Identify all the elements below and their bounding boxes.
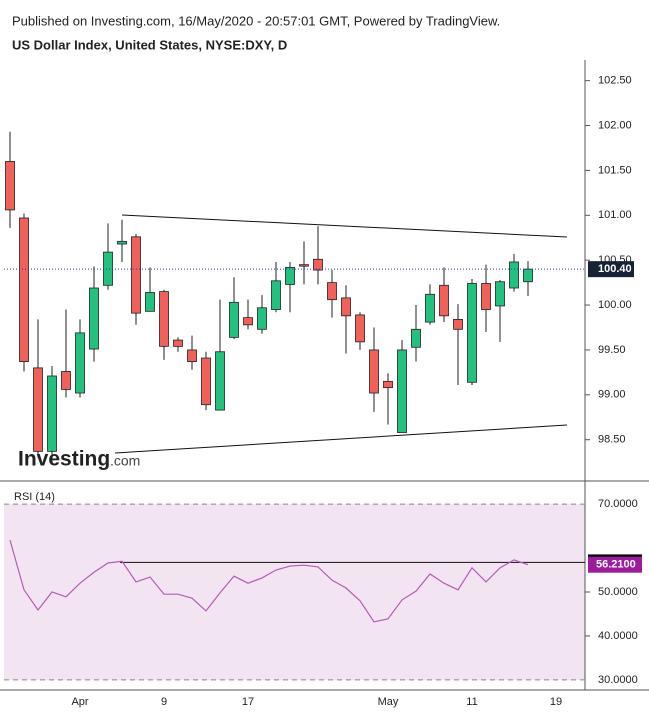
x-tick-label: Apr [71,696,88,708]
candle-body [495,281,505,307]
candle-body [173,339,183,347]
y-tick-label: 101.50 [598,164,632,176]
candle-body [327,282,337,301]
candle-body [369,349,379,394]
candle-body [47,375,57,452]
x-tick-label: 9 [161,696,167,708]
candle-body [313,258,323,271]
logo-suffix: .com [110,453,140,469]
y-tick-label: 30.0000 [598,674,638,686]
candle-body [285,266,295,285]
y-tick-label: 100.00 [598,299,632,311]
candle-body [5,161,15,211]
logo: Investing [18,448,110,471]
candle-body [257,307,267,330]
candle-body [481,283,491,310]
candle-body [89,287,99,350]
rsi-line [9,539,529,623]
candle-body [131,236,141,314]
y-tick-label: 99.00 [598,389,626,401]
candle-body [383,380,393,389]
candle-body [509,261,519,289]
trend-line [114,424,568,454]
x-tick-label: 11 [466,696,477,708]
y-tick-label: 102.50 [598,75,632,87]
candle-body [467,283,477,383]
y-tick-label: 50.0000 [598,586,638,598]
candle-body [117,240,127,245]
candle-body [19,217,29,363]
candle-body [201,357,211,406]
x-tick-label: 17 [242,696,254,708]
candle-body [61,371,71,390]
candle-body [271,280,281,310]
candle-body [299,264,309,267]
candle-body [215,351,225,411]
y-tick-label: 40.0000 [598,630,638,642]
last-label: 56.2100 [596,559,636,571]
candle-body [103,251,113,286]
y-tick-label: 99.50 [598,344,626,356]
candle-body [145,292,155,312]
candle-body [523,268,533,283]
candle-body [75,332,85,394]
candle-body [439,284,449,317]
candle-body [229,301,239,338]
last-price-box [588,261,634,278]
candle-body [411,328,421,348]
y-tick-label: 101.00 [598,209,632,221]
candle-body [355,314,365,343]
candle-body [187,349,197,363]
candle-body [159,291,169,347]
x-tick-label: 19 [550,696,562,708]
rsi-band [4,504,585,680]
trend-line [121,214,568,238]
candle-body [33,367,43,452]
candle-body [397,349,407,433]
last-box [588,556,642,573]
candle-body [453,319,463,330]
x-tick-label: May [378,696,399,708]
candle-body [243,317,253,326]
y-tick-label: 98.50 [598,434,626,446]
chart-title: US Dollar Index, United States, NYSE:DXY… [12,37,287,52]
rsi-title: RSI (14) [14,491,55,503]
candle-body [341,297,351,317]
candle-body [425,293,435,323]
y-tick-label: 102.00 [598,119,632,131]
y-tick-label: 70.0000 [598,498,638,510]
last-price-label: 100.40 [598,263,632,275]
header: Published on Investing.com, 16/May/2020 … [12,13,500,28]
